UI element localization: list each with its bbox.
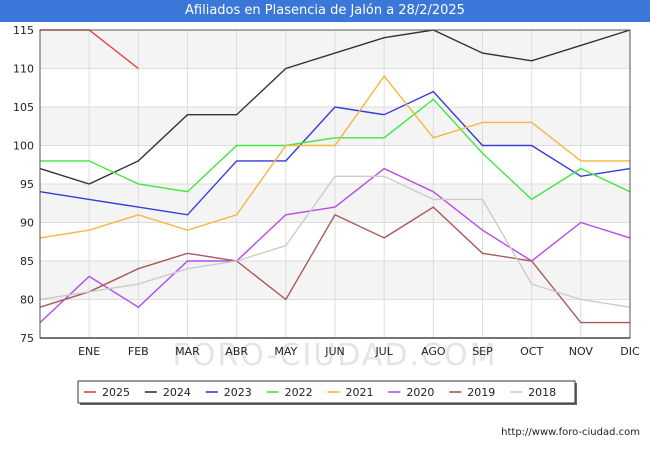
- x-tick-label: AGO: [421, 345, 446, 358]
- x-tick-labels: ENE FEB MAR ABR MAY JUN JUL AGO SEP OCT NOV DIC: [78, 345, 640, 358]
- legend: 2025 2024 2023 2022 2021 2020 2019 2018: [77, 380, 577, 405]
- watermark: FORO-CIUDAD.COM: [173, 338, 498, 373]
- chart-title: Afiliados en Plasencia de Jalón a 28/2/2…: [0, 0, 650, 22]
- x-tick-label: NOV: [569, 345, 594, 358]
- x-tick-label: ABR: [225, 345, 248, 358]
- x-tick-label: MAY: [274, 345, 297, 358]
- y-tick-label: 110: [13, 63, 34, 76]
- y-tick-label: 105: [13, 101, 34, 114]
- legend-box: [77, 380, 576, 404]
- x-tick-label: OCT: [520, 345, 543, 358]
- series-line-2023: [39, 90, 631, 216]
- series-lines: [39, 29, 631, 324]
- legend-label-2018: 2018: [528, 386, 556, 399]
- x-tick-label: SEP: [472, 345, 493, 358]
- x-tick-label: JUN: [324, 345, 345, 358]
- series-line-2021: [39, 75, 630, 239]
- series-line-2022: [40, 98, 631, 201]
- y-tick-label: 100: [13, 140, 34, 153]
- source-url[interactable]: http://www.foro-ciudad.com: [501, 427, 640, 438]
- x-tick-label: FEB: [128, 345, 149, 358]
- x-tick-label: ENE: [78, 345, 100, 358]
- line-chart: FORO-CIUDAD.COM 75 80 85 90 95 100 105 110 115 E…: [13, 24, 640, 405]
- x-tick-label: JUL: [374, 345, 393, 358]
- series-line-2019: [39, 206, 630, 324]
- y-tick-label: 80: [20, 294, 34, 307]
- y-tick-label: 85: [20, 255, 34, 268]
- x-tick-label: MAR: [175, 345, 200, 358]
- axes: [39, 29, 631, 339]
- legend-label-2025: 2025: [102, 386, 130, 399]
- legend-label-2020: 2020: [406, 386, 434, 399]
- y-tick-label: 75: [20, 332, 34, 345]
- legend-label-2021: 2021: [346, 386, 374, 399]
- y-tick-label: 95: [20, 178, 34, 191]
- y-tick-label: 90: [20, 217, 34, 230]
- legend-label-2019: 2019: [467, 386, 495, 399]
- y-tick-labels: 75 80 85 90 95 100 105 110 115: [13, 24, 34, 345]
- legend-label-2023: 2023: [224, 386, 252, 399]
- legend-label-2022: 2022: [285, 386, 313, 399]
- series-line-2024: [39, 29, 631, 185]
- y-tick-label: 115: [13, 24, 34, 37]
- legend-label-2024: 2024: [163, 386, 191, 399]
- x-tick-label: DIC: [620, 345, 640, 358]
- series-line-2018: [39, 175, 631, 308]
